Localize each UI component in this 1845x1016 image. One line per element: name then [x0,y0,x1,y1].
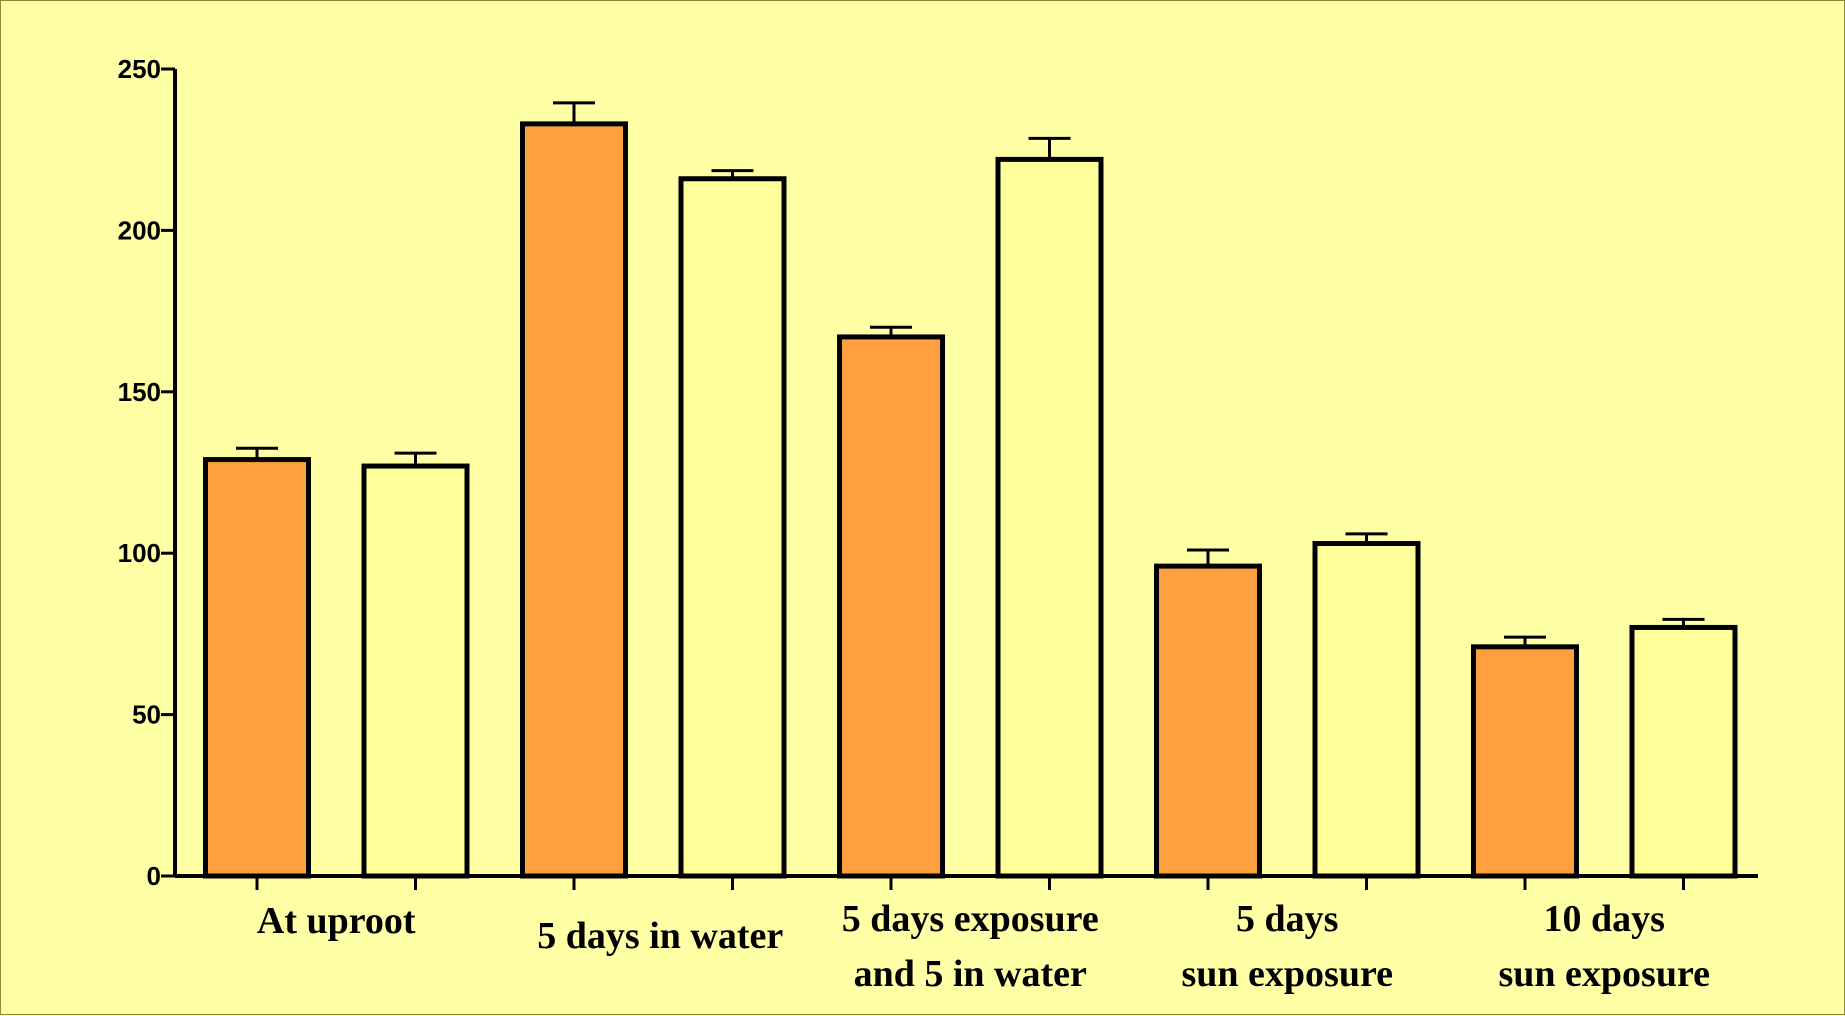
category-label-0-line-0: At uproot [257,900,416,942]
category-label-2-line-0: 5 days exposure [842,898,1099,940]
category-label-3-line-1: sun exposure [1181,953,1393,995]
bar-3-0 [1154,563,1262,879]
category-labels-layer: At uproot 5 days in water 5 days exposure a… [257,898,1710,995]
x-ticks-layer [255,876,1685,890]
y-tick-label-5: 250 [118,54,161,84]
category-label-2-line-1: and 5 in water [854,953,1087,995]
category-label-3-line-0: 5 days [1236,898,1338,940]
axes-layer [173,69,1758,878]
bars-layer [203,101,1738,879]
bar-0-0 [203,457,311,879]
category-label-4-line-0: 10 days [1544,898,1665,940]
category-label-4-line-1: sun exposure [1498,953,1710,995]
y-ticks-layer: 0 50 100 150 200 250 [118,54,175,891]
category-label-1-line-0: 5 days in water [537,915,783,957]
bar-3-1 [1312,541,1421,879]
y-tick-label-4: 200 [118,215,161,245]
bar-1-1 [678,176,787,879]
bar-1-0 [520,121,628,879]
bar-2-0 [837,334,945,879]
bar-2-1 [995,156,1104,879]
bar-0-1 [361,463,470,879]
y-tick-label-1: 50 [132,700,161,730]
y-tick-label-3: 150 [118,377,161,407]
y-tick-label-2: 100 [118,538,161,568]
bar-4-0 [1471,644,1579,879]
bar-4-1 [1629,624,1738,879]
y-tick-label-0: 0 [147,861,161,891]
